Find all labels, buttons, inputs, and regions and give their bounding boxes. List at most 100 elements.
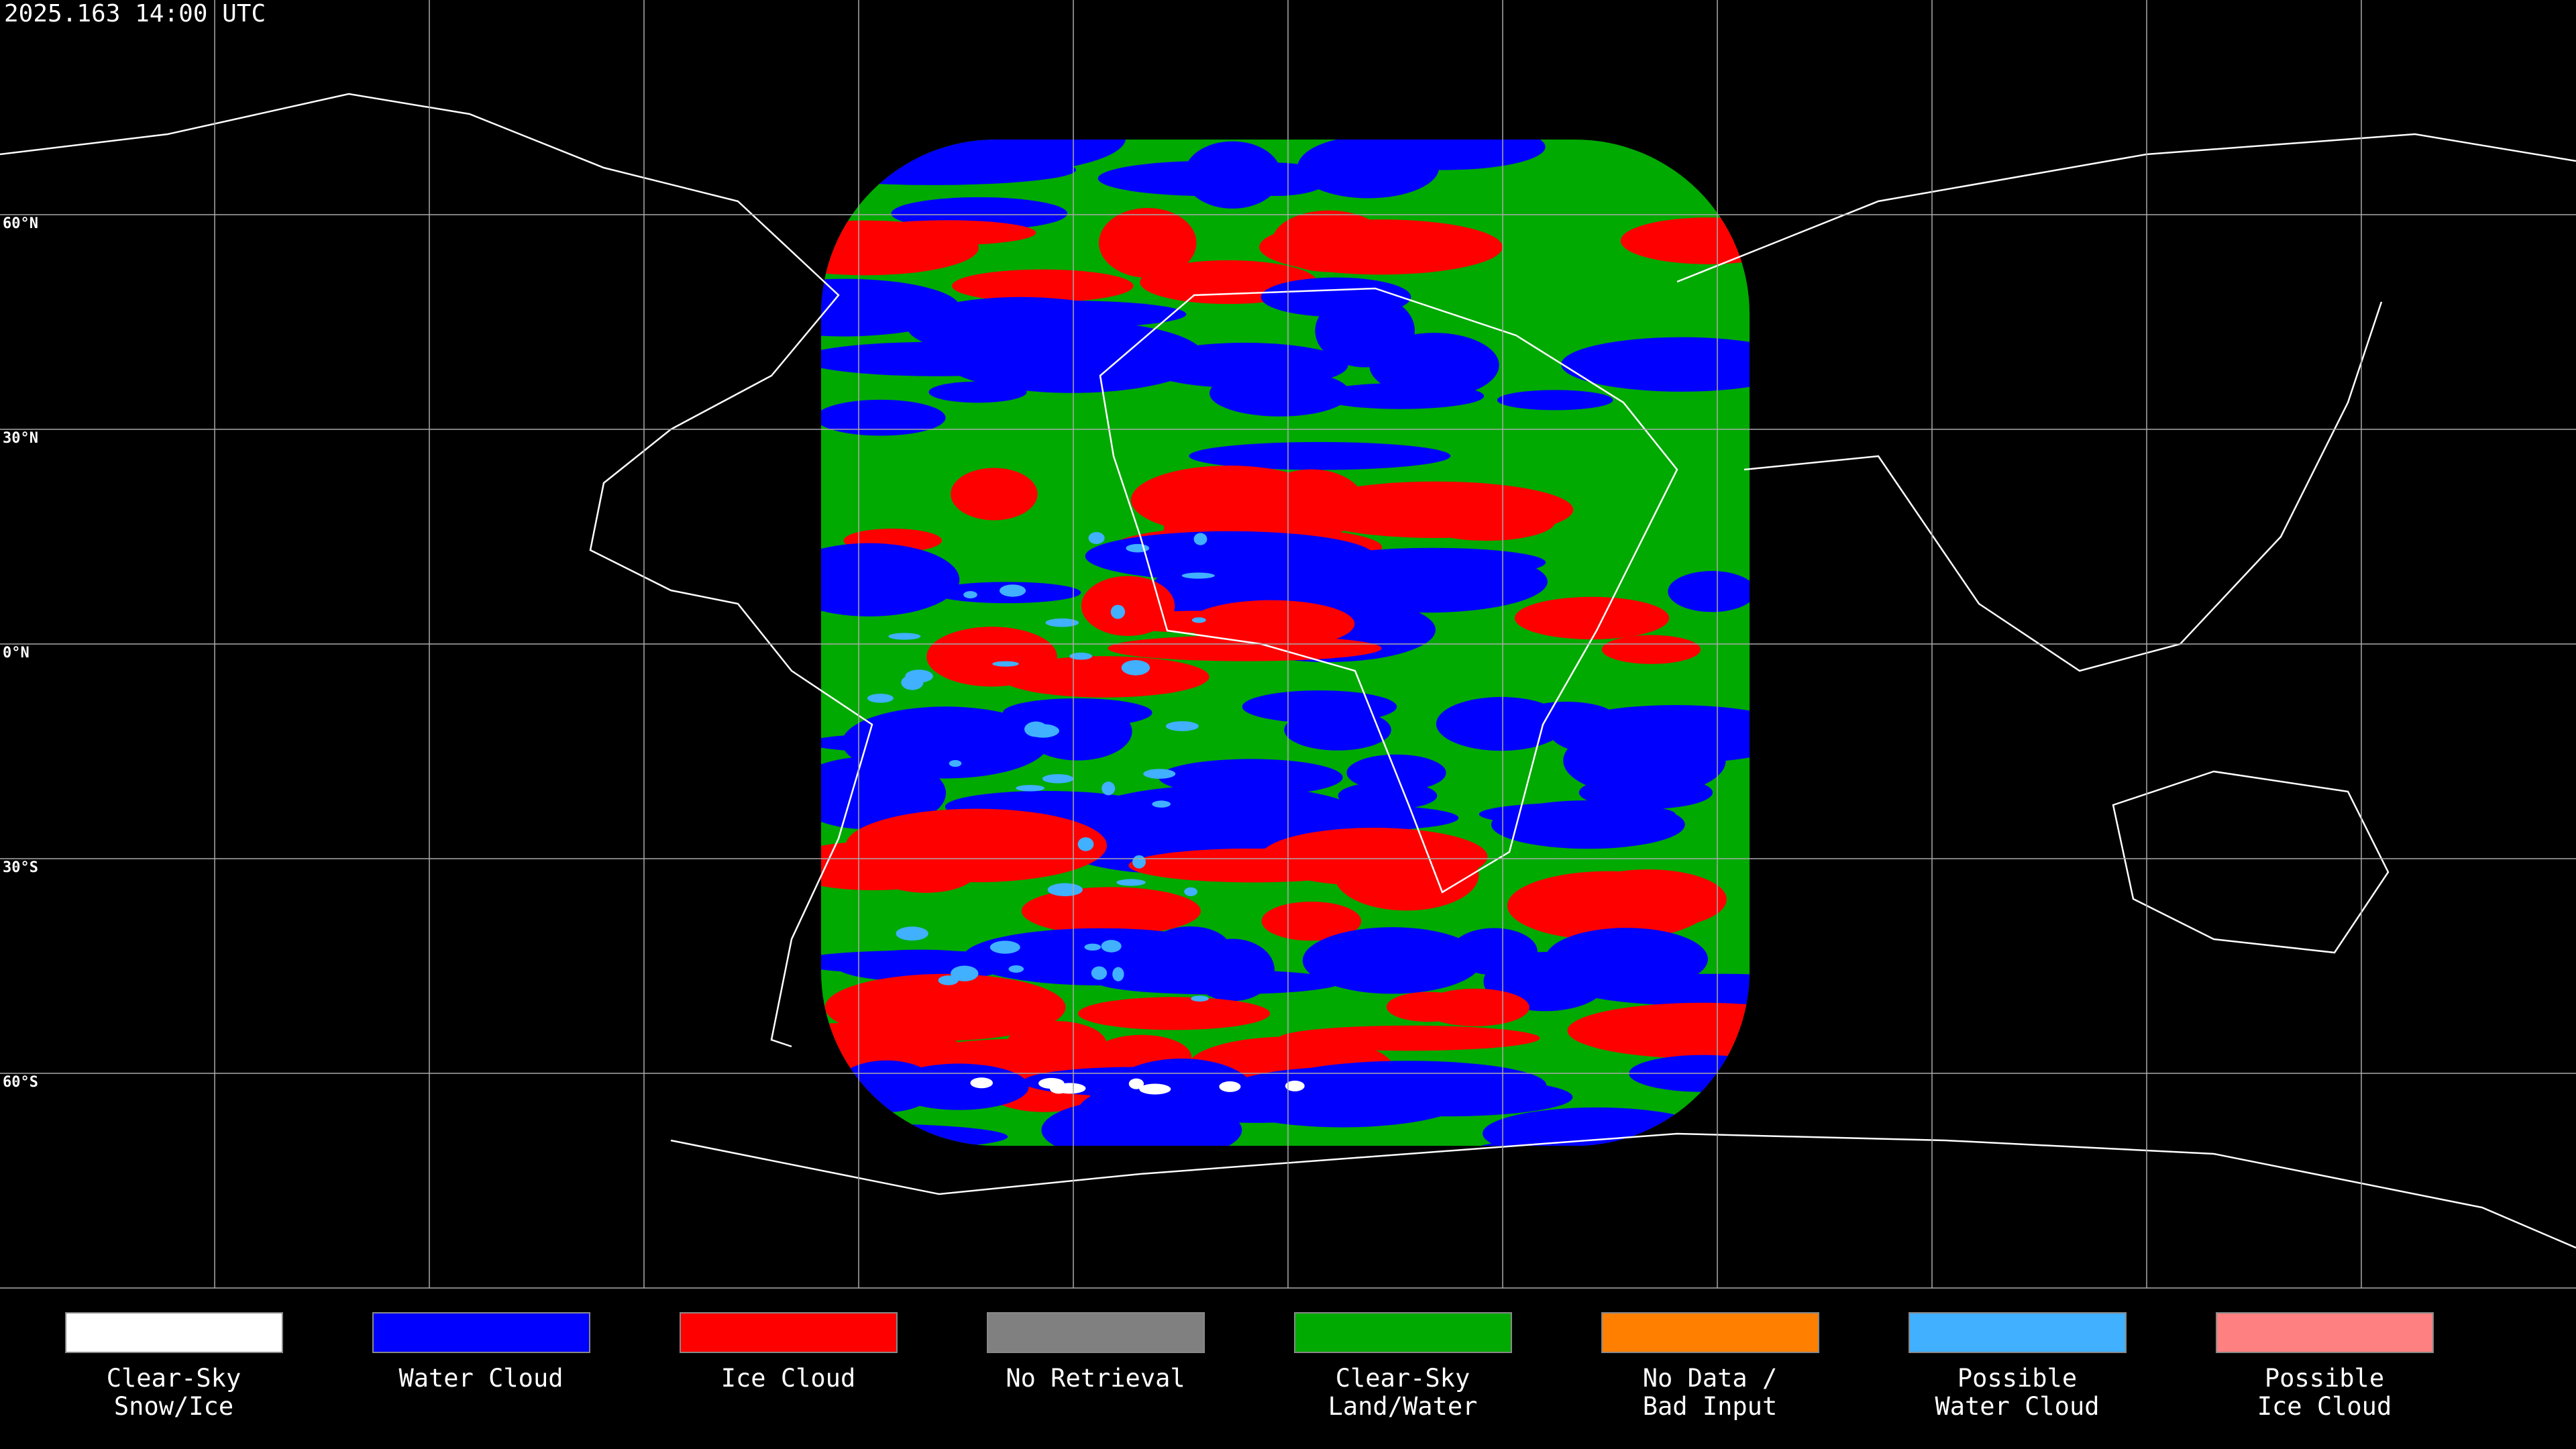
cloud-speck xyxy=(896,926,928,941)
snow-patch xyxy=(1219,1081,1241,1092)
cloud-speck xyxy=(951,965,979,981)
cloud-patch xyxy=(1421,988,1529,1026)
cloud-patch xyxy=(1479,802,1676,826)
cloud-patch xyxy=(1620,217,1750,264)
cloud-patch xyxy=(1189,441,1451,470)
legend-swatch xyxy=(1909,1312,2127,1353)
cloud-speck xyxy=(1045,618,1079,627)
cloud-speck xyxy=(1152,800,1171,808)
cloud-speck xyxy=(1110,604,1126,619)
cloud-speck xyxy=(1193,533,1208,545)
cloud-speck xyxy=(905,669,933,683)
cloud-patch xyxy=(821,794,911,814)
legend-label: Clear-Sky xyxy=(107,1364,241,1393)
cloud-patch xyxy=(824,973,1066,1041)
cloud-patch xyxy=(1000,656,1210,698)
snow-patch xyxy=(1128,1078,1144,1089)
cloud-patch xyxy=(1079,785,1366,853)
cloud-speck xyxy=(1143,769,1176,779)
cloud-speck xyxy=(1047,883,1083,897)
legend-swatch xyxy=(372,1312,590,1353)
cloud-patch xyxy=(963,928,1239,985)
latitude-label: 0°N xyxy=(3,645,30,661)
cloud-patch xyxy=(821,278,960,337)
cloud-speck xyxy=(992,661,1019,667)
cloud-patch xyxy=(1284,709,1391,751)
cloud-patch xyxy=(1270,1061,1547,1110)
cloud-patch xyxy=(1369,333,1499,398)
cloud-speck xyxy=(888,633,921,640)
legend-label: Bad Input xyxy=(1643,1392,1777,1421)
cloud-patch xyxy=(1108,635,1382,661)
latitude-label: 60°N xyxy=(3,215,38,232)
cloud-patch xyxy=(1209,370,1350,417)
latitude-label: 30°S xyxy=(3,859,38,876)
legend-label: Water Cloud xyxy=(1935,1392,2099,1421)
cloud-patch xyxy=(1638,714,1750,753)
cloud-speck xyxy=(1181,572,1215,579)
cloud-speck xyxy=(1084,943,1102,951)
cloud-patch xyxy=(1497,390,1613,411)
snow-patch xyxy=(1285,1080,1305,1091)
cloud-speck xyxy=(1191,617,1206,623)
legend-label: Possible xyxy=(1957,1364,2077,1393)
latitude-label: 60°S xyxy=(3,1074,38,1091)
legend-label: Land/Water xyxy=(1328,1392,1478,1421)
cloud-patch xyxy=(1078,997,1271,1030)
legend-label: Possible xyxy=(2265,1364,2384,1393)
cloud-patch xyxy=(951,468,1038,521)
cloud-speck xyxy=(1126,543,1150,553)
cloud-speck xyxy=(1088,532,1105,544)
cloud-patch xyxy=(1023,702,1132,761)
cloud-patch xyxy=(1259,219,1503,275)
cloud-patch xyxy=(1514,596,1670,640)
latitude-label: 30°N xyxy=(3,430,38,447)
legend-label: Water Cloud xyxy=(398,1364,563,1393)
cloud-patch xyxy=(1097,160,1323,197)
cloud-patch xyxy=(1261,902,1362,941)
cloud-patch xyxy=(1302,927,1483,994)
cloud-patch xyxy=(1006,1021,1107,1068)
cloud-patch xyxy=(1601,635,1701,664)
cloud-patch xyxy=(1317,383,1485,409)
cloud-patch xyxy=(1561,337,1750,392)
cloud-patch xyxy=(951,269,1134,303)
legend-label: No Data / xyxy=(1643,1364,1777,1393)
legend-label: No Retrieval xyxy=(1006,1364,1185,1393)
cloud-speck xyxy=(989,941,1020,954)
legend-swatch xyxy=(2216,1312,2434,1353)
cloud-speck xyxy=(1132,855,1146,869)
cloud-speck xyxy=(1077,837,1094,851)
cloud-patch xyxy=(821,543,960,616)
cloud-speck xyxy=(1116,879,1146,886)
legend-swatch xyxy=(1601,1312,1819,1353)
cloud-speck xyxy=(999,584,1026,597)
cloud-speck xyxy=(1024,721,1048,737)
cloud-patch xyxy=(1128,848,1377,883)
legend-label: Ice Cloud xyxy=(721,1364,855,1393)
cloud-patch xyxy=(821,399,946,436)
legend-label: Ice Cloud xyxy=(2257,1392,2392,1421)
timestamp: 2025.163 14:00 UTC xyxy=(4,0,266,28)
cloud-patch xyxy=(1320,547,1546,578)
cloud-patch xyxy=(1578,775,1713,810)
cloud-speck xyxy=(1069,652,1093,660)
cloud-patch xyxy=(874,850,977,893)
legend-swatch xyxy=(1294,1312,1512,1353)
cloud-patch xyxy=(1569,869,1727,930)
cloud-patch xyxy=(907,297,1135,357)
cloud-speck xyxy=(1102,782,1116,796)
cloud-speck xyxy=(1165,721,1199,731)
cloud-speck xyxy=(1008,965,1024,973)
satellite-cloud-phase xyxy=(821,140,1750,1146)
cloud-speck xyxy=(963,591,977,598)
cloud-patch xyxy=(928,381,1027,403)
cloud-speck xyxy=(1101,940,1122,953)
snow-patch xyxy=(1139,1083,1171,1095)
cloud-patch xyxy=(1545,928,1708,991)
cloud-patch xyxy=(1298,481,1574,538)
cloud-speck xyxy=(1121,659,1150,676)
cloud-speck xyxy=(1042,774,1074,784)
